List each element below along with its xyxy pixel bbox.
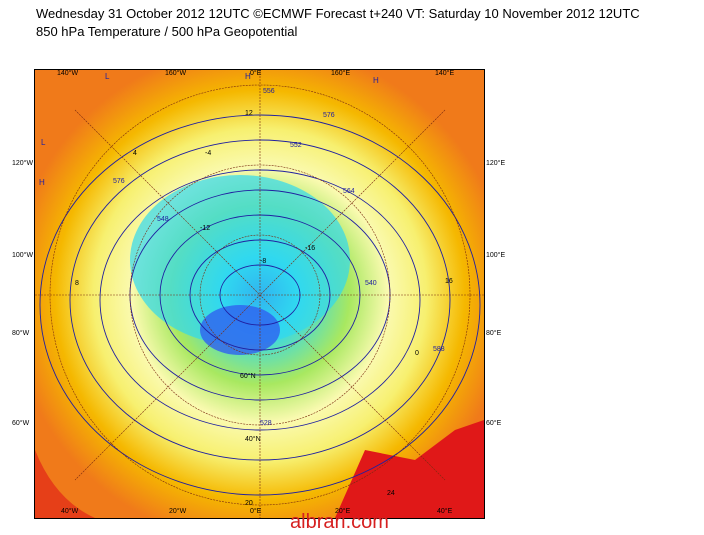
cold-pool (130, 175, 350, 345)
lon-label: 80°E (486, 330, 502, 337)
contour-label: 548 (157, 216, 169, 223)
temperature-label: 24 (387, 490, 395, 497)
lon-label: 140°E (435, 70, 455, 77)
contour-label: 540 (365, 280, 377, 287)
contour-label: 576 (113, 178, 125, 185)
lat-label: 60°N (240, 373, 256, 380)
lon-label: 20°E (335, 508, 351, 515)
lon-label: 20°W (169, 508, 187, 515)
lon-label: 80°W (12, 330, 30, 337)
temperature-label: -4 (205, 150, 212, 157)
warm-region-west (35, 450, 95, 518)
forecast-map: 140°W 160°W 0°E 160°E 140°E 40°W 20°W 0°… (34, 69, 485, 519)
graticule (35, 70, 484, 518)
contour-label: 556 (263, 88, 275, 95)
forecast-subtitle: 850 hPa Temperature / 500 hPa Geopotenti… (36, 24, 298, 39)
lon-label: 40°W (61, 508, 79, 515)
high-marker: H (245, 72, 251, 81)
lon-label: 140°W (57, 70, 79, 77)
lon-label: 120°E (486, 160, 506, 167)
contour-label: 576 (323, 112, 335, 119)
lon-label: 60°W (12, 420, 30, 427)
lon-label: 120°W (12, 160, 34, 167)
lon-label: 60°E (486, 420, 502, 427)
temperature-label: 20 (245, 500, 253, 507)
lon-label: 100°E (486, 252, 506, 259)
lon-label: 0°E (250, 70, 262, 77)
watermark: albrari.com (290, 511, 389, 533)
forecast-title: Wednesday 31 October 2012 12UTC ©ECMWF F… (36, 6, 640, 21)
temperature-label: -8 (260, 258, 267, 265)
temperature-label: -12 (200, 225, 211, 232)
temperature-label: 0 (415, 350, 419, 357)
contour-label: 588 (433, 346, 445, 353)
lon-label: 100°W (12, 252, 34, 259)
lon-label: 40°E (437, 508, 453, 515)
temperature-label: 4 (133, 150, 137, 157)
lon-label: 160°W (165, 70, 187, 77)
lon-label: 160°E (331, 70, 351, 77)
high-marker: H (39, 178, 45, 187)
temperature-label: 8 (75, 280, 79, 287)
temperature-label: 16 (445, 278, 453, 285)
temperature-label: -16 (305, 245, 316, 252)
high-marker: H (373, 76, 379, 85)
warm-region (335, 420, 484, 518)
lon-label: 0°E (250, 508, 262, 515)
low-marker: L (105, 72, 110, 81)
contour-label: 528 (260, 420, 272, 427)
temperature-label: 12 (245, 110, 253, 117)
contour-label: 552 (290, 142, 302, 149)
lat-label: 40°N (245, 436, 261, 443)
map-canvas (35, 70, 484, 518)
low-marker: L (41, 138, 46, 147)
contour-label: 564 (343, 188, 355, 195)
